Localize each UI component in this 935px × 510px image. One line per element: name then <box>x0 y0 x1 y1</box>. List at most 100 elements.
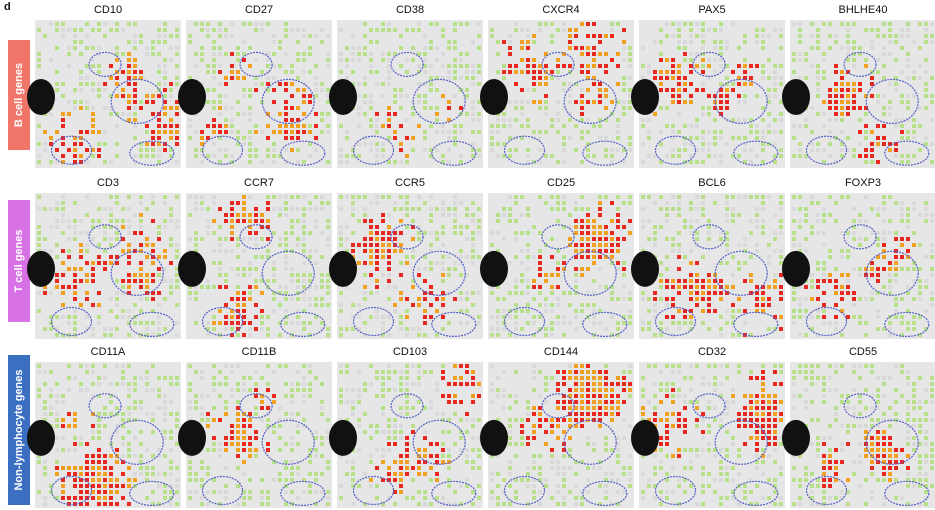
spot <box>339 454 343 458</box>
spot <box>647 64 651 68</box>
spot <box>725 106 729 110</box>
spot <box>127 502 131 506</box>
spot <box>900 237 904 241</box>
spot <box>840 195 844 199</box>
spot <box>49 112 53 116</box>
spot <box>302 237 306 241</box>
spot <box>55 466 59 470</box>
spot <box>725 213 729 217</box>
spot <box>230 52 234 56</box>
spot <box>719 297 723 301</box>
spot <box>641 321 645 325</box>
spot <box>278 82 282 86</box>
spot <box>912 406 916 410</box>
spot <box>683 321 687 325</box>
spot <box>792 291 796 295</box>
spot <box>471 382 475 386</box>
spot <box>834 82 838 86</box>
spot <box>284 321 288 325</box>
spot <box>127 478 131 482</box>
spot <box>314 376 318 380</box>
spot <box>810 46 814 50</box>
spot <box>97 154 101 158</box>
spot <box>435 496 439 500</box>
spot <box>846 442 850 446</box>
spot <box>103 267 107 271</box>
spot <box>683 52 687 56</box>
spot <box>139 376 143 380</box>
spot <box>641 142 645 146</box>
spot <box>665 88 669 92</box>
spot <box>604 285 608 289</box>
spot <box>435 112 439 116</box>
spot <box>888 279 892 283</box>
spot <box>707 237 711 241</box>
spot <box>713 279 717 283</box>
spot <box>103 22 107 26</box>
spot <box>417 466 421 470</box>
spot <box>526 472 530 476</box>
spot <box>73 285 77 289</box>
spot <box>411 112 415 116</box>
spot <box>387 424 391 428</box>
spot <box>580 243 584 247</box>
spot <box>610 285 614 289</box>
spot <box>610 448 614 452</box>
spot <box>737 261 741 265</box>
spot <box>230 388 234 392</box>
spot <box>677 94 681 98</box>
spot <box>641 412 645 416</box>
spot <box>459 502 463 506</box>
spot <box>254 76 258 80</box>
spot <box>804 285 808 289</box>
spot <box>302 249 306 253</box>
spot <box>242 88 246 92</box>
spot <box>212 70 216 74</box>
spot <box>453 142 457 146</box>
spot <box>121 207 125 211</box>
spot <box>695 285 699 289</box>
spot <box>767 400 771 404</box>
spot <box>864 219 868 223</box>
spot <box>61 82 65 86</box>
spot <box>514 454 518 458</box>
spot <box>701 394 705 398</box>
spot <box>846 315 850 319</box>
spot <box>695 148 699 152</box>
spot <box>713 448 717 452</box>
spot <box>834 106 838 110</box>
spot <box>502 142 506 146</box>
spot <box>471 201 475 205</box>
spot <box>302 225 306 229</box>
spot <box>79 142 83 146</box>
spot <box>671 237 675 241</box>
spot <box>779 255 783 259</box>
spot <box>580 207 584 211</box>
spot <box>67 285 71 289</box>
spot <box>659 297 663 301</box>
spot <box>369 124 373 128</box>
spot <box>526 28 530 32</box>
spot <box>115 94 119 98</box>
spot <box>610 22 614 26</box>
spot <box>659 502 663 506</box>
spot <box>526 148 530 152</box>
spot <box>647 219 651 223</box>
spot <box>719 46 723 50</box>
spot <box>55 255 59 259</box>
spot <box>719 82 723 86</box>
spot <box>37 364 41 368</box>
spot <box>550 466 554 470</box>
spot <box>79 382 83 386</box>
spot <box>731 466 735 470</box>
spot <box>906 100 910 104</box>
spot <box>622 237 626 241</box>
spot <box>61 249 65 253</box>
spot <box>876 394 880 398</box>
spot <box>296 106 300 110</box>
spot <box>151 219 155 223</box>
spot <box>671 297 675 301</box>
spot <box>496 496 500 500</box>
spot <box>906 309 910 313</box>
spot <box>496 213 500 217</box>
